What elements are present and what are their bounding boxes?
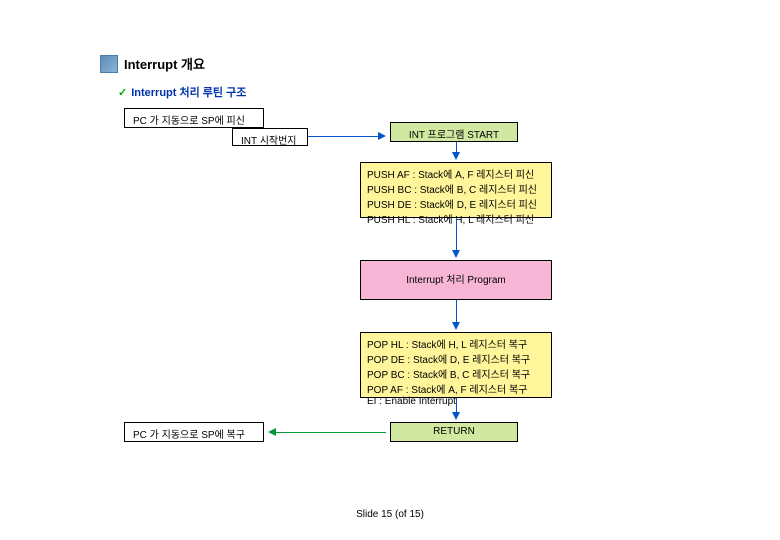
title-icon: [100, 55, 118, 73]
subtitle-row: ✓ Interrupt 처리 루틴 구조: [118, 84, 246, 100]
node-pc-push: PC 가 지동으로 SP에 피신: [124, 108, 264, 128]
page-title: Interrupt 개요: [124, 54, 205, 73]
node-program: Interrupt 처리 Program: [360, 260, 552, 300]
node-pc-pop: PC 가 지동으로 SP에 복구: [124, 422, 264, 442]
node-pop-block: POP HL : Stack에 H, L 레지스터 복구 POP DE : St…: [360, 332, 552, 398]
node-int-addr: INT 시작번지: [232, 128, 308, 146]
node-int-start: INT 프로그램 START: [390, 122, 518, 142]
subtitle: Interrupt 처리 루틴 구조: [131, 84, 246, 100]
slide-number: Slide 15 (of 15): [0, 509, 780, 520]
node-push-block: PUSH AF : Stack에 A, F 레지스터 피신 PUSH BC : …: [360, 162, 552, 218]
node-return: RETURN: [390, 422, 518, 442]
check-icon: ✓: [118, 86, 127, 99]
page-title-row: Interrupt 개요: [100, 54, 205, 73]
